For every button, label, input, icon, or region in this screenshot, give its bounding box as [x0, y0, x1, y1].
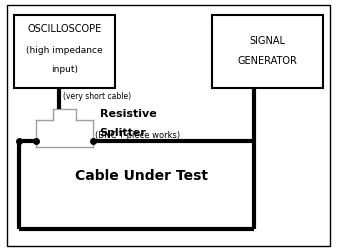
Text: input): input) [51, 64, 78, 73]
Text: OSCILLOSCOPE: OSCILLOSCOPE [27, 24, 101, 34]
Bar [14, 16, 115, 88]
Text: (high impedance: (high impedance [26, 46, 103, 55]
Bar [212, 16, 323, 88]
Text: GENERATOR: GENERATOR [238, 56, 298, 66]
Text: SIGNAL: SIGNAL [249, 36, 285, 46]
Text: Splitter: Splitter [100, 127, 147, 137]
Text: (BNC T piece works): (BNC T piece works) [95, 131, 180, 140]
Text: Cable Under Test: Cable Under Test [75, 168, 208, 182]
Text: (very short cable): (very short cable) [63, 92, 131, 101]
Text: Resistive: Resistive [100, 109, 156, 118]
